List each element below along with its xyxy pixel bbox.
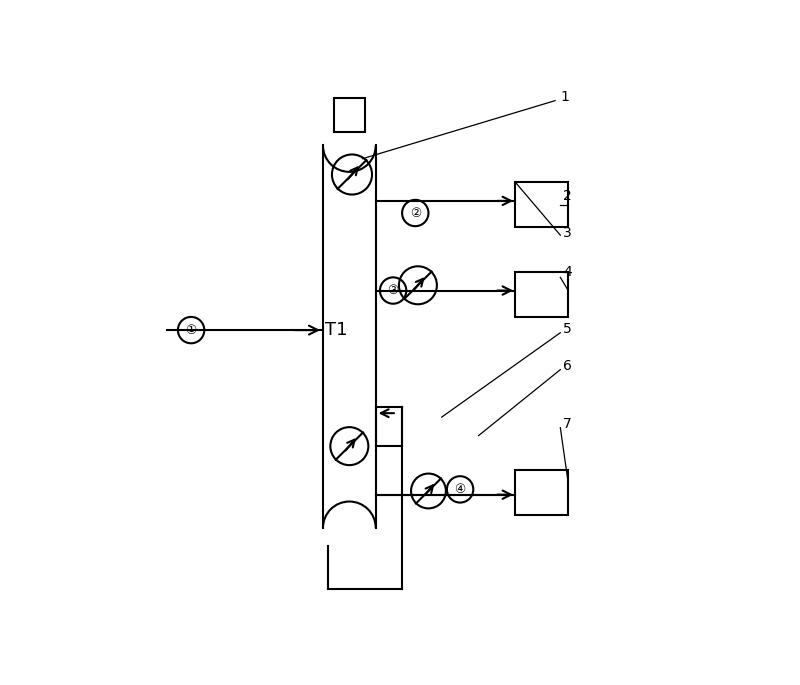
Text: 4: 4 [563, 265, 572, 279]
Text: 1: 1 [560, 90, 569, 104]
Bar [515, 470, 568, 514]
Text: 6: 6 [563, 359, 572, 373]
Bar [334, 98, 365, 132]
Text: ④: ④ [454, 483, 466, 496]
Bar [515, 272, 568, 317]
Text: ①: ① [186, 323, 197, 336]
Text: 3: 3 [563, 225, 572, 240]
Text: ②: ② [410, 206, 421, 219]
Text: ③: ③ [387, 284, 398, 297]
Text: T1: T1 [325, 321, 347, 339]
Text: 7: 7 [563, 417, 572, 431]
Text: 5: 5 [563, 322, 572, 336]
Bar [515, 182, 568, 227]
Text: 2: 2 [563, 188, 572, 203]
